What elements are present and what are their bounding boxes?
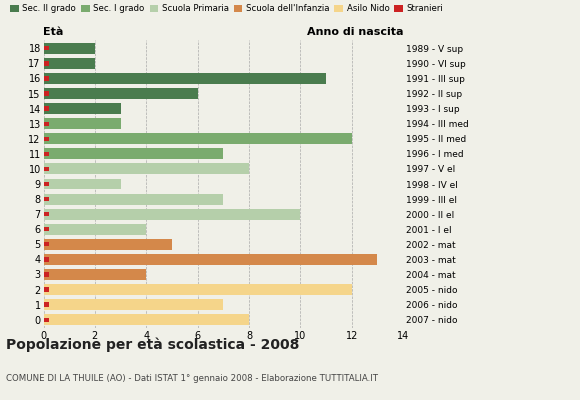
Bar bbox=[44, 239, 172, 250]
Bar bbox=[44, 136, 49, 141]
Bar bbox=[44, 167, 49, 171]
Bar bbox=[44, 148, 223, 159]
Text: Età: Età bbox=[44, 27, 64, 37]
Bar bbox=[44, 164, 249, 174]
Bar bbox=[44, 106, 49, 111]
Bar bbox=[44, 118, 121, 129]
Bar bbox=[44, 133, 351, 144]
Bar bbox=[44, 194, 223, 204]
Bar bbox=[44, 58, 95, 69]
Bar bbox=[44, 224, 146, 235]
Bar bbox=[44, 272, 49, 277]
Bar bbox=[44, 227, 49, 232]
Bar bbox=[44, 257, 49, 262]
Bar bbox=[44, 73, 326, 84]
Bar bbox=[44, 197, 49, 201]
Bar bbox=[44, 178, 121, 190]
Bar bbox=[44, 287, 49, 292]
Bar bbox=[44, 314, 249, 325]
Bar bbox=[44, 88, 198, 99]
Bar bbox=[44, 103, 121, 114]
Text: Popolazione per età scolastica - 2008: Popolazione per età scolastica - 2008 bbox=[6, 338, 299, 352]
Legend: Sec. II grado, Sec. I grado, Scuola Primaria, Scuola dell'Infanzia, Asilo Nido, : Sec. II grado, Sec. I grado, Scuola Prim… bbox=[10, 4, 443, 13]
Bar bbox=[44, 269, 146, 280]
Bar bbox=[44, 43, 95, 54]
Bar bbox=[44, 182, 49, 186]
Bar bbox=[44, 46, 49, 50]
Bar bbox=[44, 76, 49, 81]
Bar bbox=[44, 122, 49, 126]
Bar bbox=[44, 152, 49, 156]
Bar bbox=[44, 61, 49, 66]
Bar bbox=[44, 209, 300, 220]
Bar bbox=[44, 212, 49, 216]
Bar bbox=[44, 318, 49, 322]
Bar bbox=[44, 254, 378, 265]
Bar bbox=[44, 242, 49, 246]
Bar bbox=[44, 91, 49, 96]
Bar bbox=[44, 299, 223, 310]
Text: COMUNE DI LA THUILE (AO) - Dati ISTAT 1° gennaio 2008 - Elaborazione TUTTITALIA.: COMUNE DI LA THUILE (AO) - Dati ISTAT 1°… bbox=[6, 374, 378, 383]
Bar bbox=[44, 302, 49, 307]
Bar bbox=[44, 284, 351, 295]
Text: Anno di nascita: Anno di nascita bbox=[307, 27, 403, 37]
